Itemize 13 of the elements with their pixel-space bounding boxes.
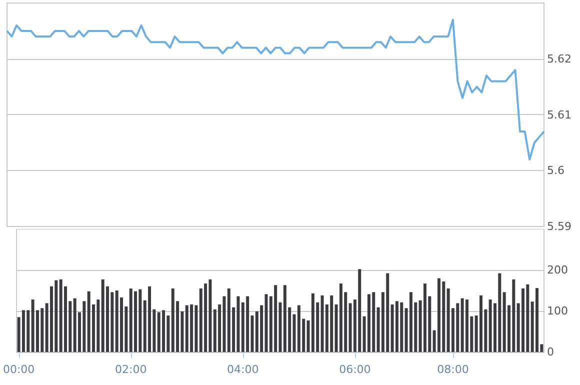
y-tick-label: 5.59 — [547, 220, 572, 233]
y-tick-label: 5.62 — [547, 52, 572, 66]
x-tick-label: 08:00 — [437, 363, 469, 376]
x-tick-label: 02:00 — [115, 363, 147, 376]
y-tick-label: 0 — [547, 346, 554, 358]
x-tick-label: 04:00 — [227, 363, 259, 376]
y-tick-label: 5.61 — [547, 108, 572, 122]
line-series — [6, 18, 545, 160]
y-tick-label: 200 — [547, 264, 568, 276]
x-tick-label: 00:00 — [2, 363, 35, 376]
y-tick-label: 5.6 — [547, 164, 564, 178]
x-tick-label: 06:00 — [339, 363, 371, 376]
y-tick-label: 100 — [547, 304, 568, 318]
